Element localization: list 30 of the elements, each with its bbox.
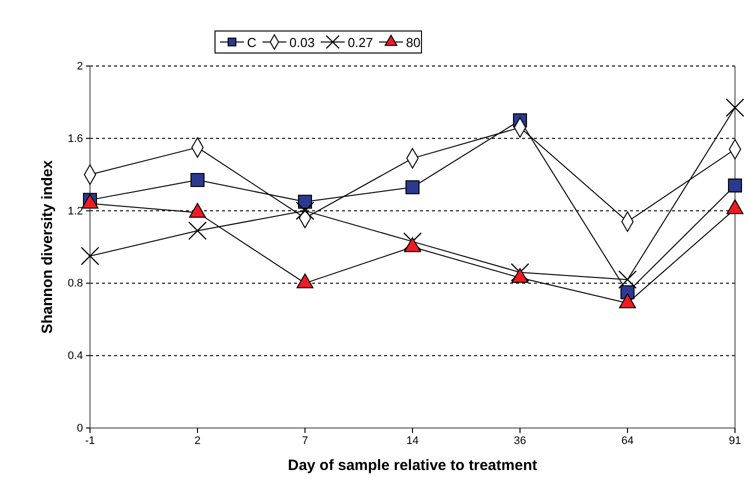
x-tick-label: 91 xyxy=(728,434,742,447)
point xyxy=(403,232,422,251)
y-tick-label: 0.8 xyxy=(68,278,83,290)
x-tick-label: -1 xyxy=(85,434,95,447)
x-tick-label: 2 xyxy=(194,434,201,447)
point xyxy=(190,173,205,188)
point xyxy=(405,180,420,194)
legend-label: 80 xyxy=(406,35,420,50)
legend-label: 0.03 xyxy=(289,35,315,50)
y-axis-title: Shannon diversity index xyxy=(39,160,56,334)
point xyxy=(618,270,637,289)
y-tick-label: 1.6 xyxy=(68,132,83,145)
y-tick-label: 0 xyxy=(76,422,83,435)
point xyxy=(80,246,100,266)
x-tick-label: 36 xyxy=(514,434,526,447)
legend-label: C xyxy=(247,35,256,50)
y-tick-label: 1.2 xyxy=(68,205,83,218)
y-tick-label: 0.4 xyxy=(68,350,83,362)
y-tick-label: 2 xyxy=(76,60,83,73)
x-axis-title: Day of sample relative to treatment xyxy=(288,457,538,474)
legend-label: 0.27 xyxy=(348,35,374,50)
point xyxy=(726,98,744,117)
point xyxy=(728,178,742,192)
x-tick-label: 7 xyxy=(302,434,308,447)
point xyxy=(510,263,530,282)
point xyxy=(298,194,312,209)
point xyxy=(188,221,207,240)
point xyxy=(296,202,314,220)
x-tick-label: 14 xyxy=(406,434,419,447)
x-tick-label: 64 xyxy=(621,434,634,447)
